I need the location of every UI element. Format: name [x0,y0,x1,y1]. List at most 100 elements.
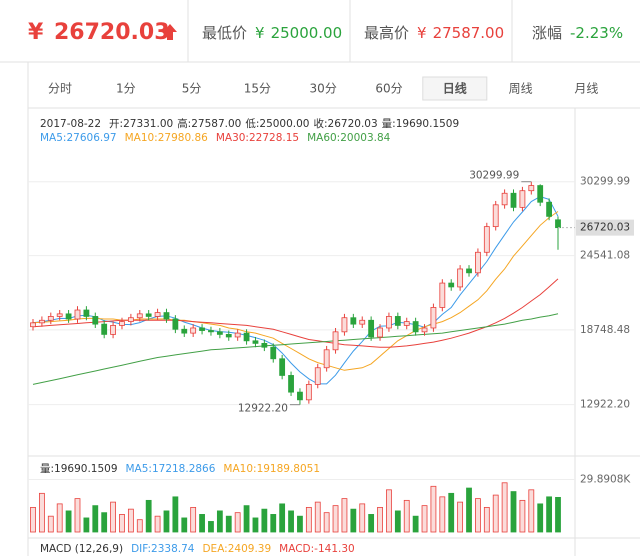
info-value: 19690.1509 [396,118,459,130]
tab[interactable]: 5分 [182,82,202,96]
stat: 最低价 ¥25000.00 [202,24,342,42]
candle-body [190,327,197,334]
volume-bar [492,494,499,533]
candle-body [216,331,223,335]
stat-currency: ¥ [255,24,265,42]
info-value: 25000.00 [259,118,309,130]
annotation: 30299.99 [469,170,519,182]
tab[interactable]: 分时 [48,82,72,96]
y-tick-label: 18748.48 [580,324,630,336]
candle-body [439,282,446,308]
volume-bar [421,505,428,533]
volume-bar [386,489,392,533]
volume-bar [528,489,535,533]
legend-name: MA5: [40,132,66,144]
legend-value: 20003.84 [340,132,390,144]
volume-bar [181,517,188,533]
legend-entry: MA5:17218.2866 [126,463,216,475]
volume-bar [270,514,277,533]
volume-bar [30,506,36,533]
candle-body [110,325,116,335]
legend-entry: 量:19690.1509 [40,463,118,475]
info-label: 高: [177,117,191,130]
candle-body [350,317,357,325]
candle-body [386,316,392,329]
candle-body [172,318,179,330]
tab[interactable]: 60分 [375,82,402,96]
candle-body [448,282,455,288]
candle-body [359,319,366,325]
volume-bar [359,503,366,533]
up-arrow [163,24,177,40]
volume-bar [225,515,232,533]
stat-label: 最低价 [202,24,247,42]
volume-bar [172,496,179,533]
candle-body [510,192,517,208]
candle-body [412,321,419,333]
volume-bar [350,508,357,533]
tab[interactable]: 15分 [244,82,271,96]
stat-currency: ¥ [417,24,427,42]
volume-bar [199,514,205,533]
candle-body [154,312,161,317]
tab[interactable]: 周线 [509,82,533,96]
tab[interactable]: 1分 [116,82,136,96]
tab[interactable]: 30分 [310,82,337,96]
volume-bar [288,510,294,533]
info-label: 开: [109,118,123,130]
macd-entry: DIF:2338.74 [131,543,195,555]
tab[interactable]: 日线 [443,81,467,96]
volume-bar [154,515,161,533]
volume-bar [83,517,90,533]
legend-name: MA60: [307,132,340,144]
volume-bar [412,515,419,533]
volume-bar [110,501,116,533]
candle-body [341,317,348,333]
volume-bar [510,491,517,533]
volume-bar [56,503,63,533]
volume-bar [136,519,143,533]
price: 26720.03 [54,20,170,45]
candle-body [519,190,526,208]
volume-bar [163,510,170,533]
candle-body [47,316,54,321]
candle-body [252,340,259,344]
volume-bar [74,498,81,533]
stat-value: 25000.00 [271,24,343,42]
candle-body [555,219,561,229]
volume-bar [332,505,339,533]
candle-body [430,307,437,329]
info-label: 低: [245,117,259,130]
candle-body [38,319,45,324]
stat: 涨幅 -2.23% [532,24,623,42]
volume-bar [101,512,108,533]
tab[interactable]: 月线 [574,82,598,96]
candle-body [225,333,232,338]
info-label: 收: [314,117,328,130]
stat: 最高价 ¥27587.00 [364,24,504,42]
info-value: 27331.00 [123,118,173,130]
stat-value: -2.23% [570,24,623,42]
candle-body [261,342,268,348]
stat-label: 涨幅 [532,24,562,42]
volume-bar [519,499,526,533]
macd-legend: MACD (12,26,9) DIF:2338.74 DEA:2409.39 MACD… [40,543,355,555]
volume-bar [323,512,330,533]
candle-body [323,349,330,369]
candle-body [377,327,383,338]
info-label: 量: [382,118,396,130]
candle-body [136,313,143,319]
volume-bar [279,503,286,533]
volume-bar [537,503,544,533]
candle-body [501,192,508,206]
volume-bar [234,512,241,533]
volume-bar [65,510,72,533]
candle-body [119,321,125,326]
volume-bar [546,496,553,533]
volume-legend: 量:19690.1509 MA5:17218.2866 MA10:19189.805… [40,463,320,475]
legend-name: MA10: [125,132,158,144]
volume-bar [252,517,259,533]
candle-body [394,316,401,326]
